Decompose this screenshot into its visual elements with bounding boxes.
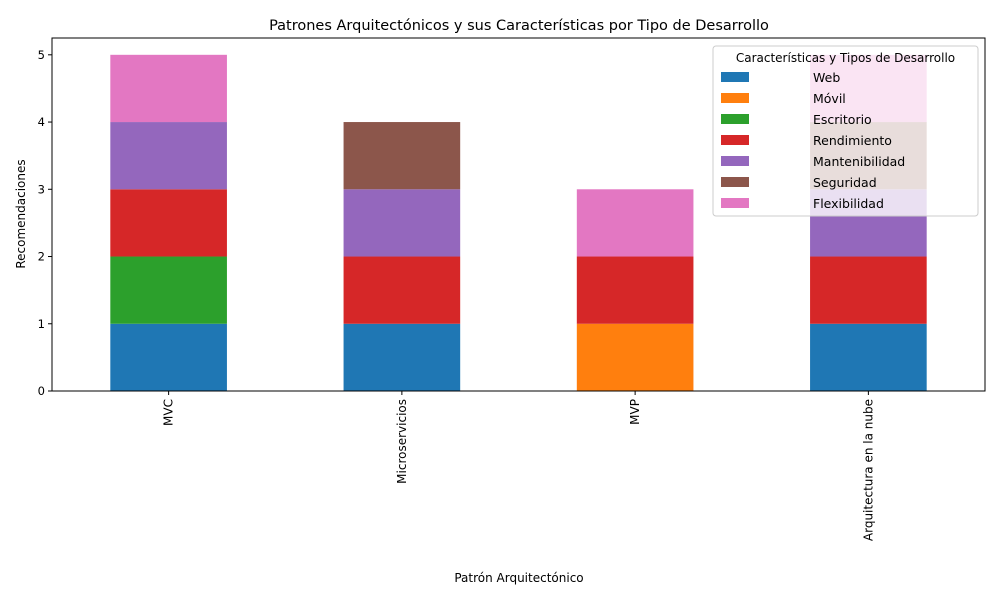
bar-web-1 xyxy=(110,323,227,391)
x-tick-label: Microservicios xyxy=(395,399,409,484)
y-tick-label: 5 xyxy=(38,48,45,62)
bar-mantenibilidad-1 xyxy=(110,122,227,190)
legend-label-flexibilidad: Flexibilidad xyxy=(813,196,884,211)
x-tick-label: Arquitectura en la nube xyxy=(861,399,875,541)
y-tick-label: 4 xyxy=(38,115,45,129)
bar-rendimiento-4 xyxy=(810,256,927,324)
legend: Características y Tipos de Desarrollo Web… xyxy=(712,45,979,217)
legend-swatch-rendimiento xyxy=(721,135,749,145)
y-tick-label: 0 xyxy=(38,384,45,398)
x-axis: MVC Microservicios MVP Arquitectura en la n… xyxy=(162,391,875,541)
legend-label-rendimiento: Rendimiento xyxy=(813,133,892,148)
y-tick-label: 1 xyxy=(38,317,45,331)
legend-box xyxy=(712,45,979,217)
legend-title: Características y Tipos de Desarrollo xyxy=(736,51,955,65)
legend-label-mantenibilidad: Mantenibilidad xyxy=(813,154,905,169)
bar-flexibilidad-3 xyxy=(576,189,694,257)
bar-seguridad-2 xyxy=(343,122,461,190)
x-tick-label: MVP xyxy=(628,399,642,425)
bar-escritorio-1 xyxy=(110,256,227,324)
x-tick-label: MVC xyxy=(162,399,176,426)
legend-label-web: Web xyxy=(813,70,840,85)
legend-label-seguridad: Seguridad xyxy=(813,175,877,190)
bar-web-2 xyxy=(343,323,461,391)
bar-mantenibilidad-2 xyxy=(343,189,461,257)
legend-swatch-escritorio xyxy=(721,114,749,124)
y-axis: 0 1 2 3 4 5 xyxy=(38,48,52,398)
y-tick-label: 3 xyxy=(38,182,45,196)
bar-web-4 xyxy=(810,323,927,391)
y-tick-label: 2 xyxy=(38,250,45,264)
plot-frame xyxy=(51,37,986,392)
bar-flexibilidad-1 xyxy=(110,54,227,123)
x-axis-label: Patrón Arquitectónico xyxy=(454,571,583,585)
bar-rendimiento-2 xyxy=(343,256,461,324)
legend-label-escritorio: Escritorio xyxy=(813,112,872,127)
chart-title: Patrones Arquitectónicos y sus Caracterí… xyxy=(269,18,769,34)
bar-rendimiento-1 xyxy=(110,189,227,257)
y-axis-label: Recomendaciones xyxy=(14,159,28,268)
legend-swatch-seguridad xyxy=(721,177,749,187)
bar-móvil-3 xyxy=(576,323,694,391)
legend-label-móvil: Móvil xyxy=(813,91,846,106)
legend-swatch-móvil xyxy=(721,93,749,103)
legend-swatch-web xyxy=(721,72,749,82)
legend-swatch-flexibilidad xyxy=(721,198,749,208)
legend-swatch-mantenibilidad xyxy=(721,156,749,166)
bar-rendimiento-3 xyxy=(576,256,694,324)
